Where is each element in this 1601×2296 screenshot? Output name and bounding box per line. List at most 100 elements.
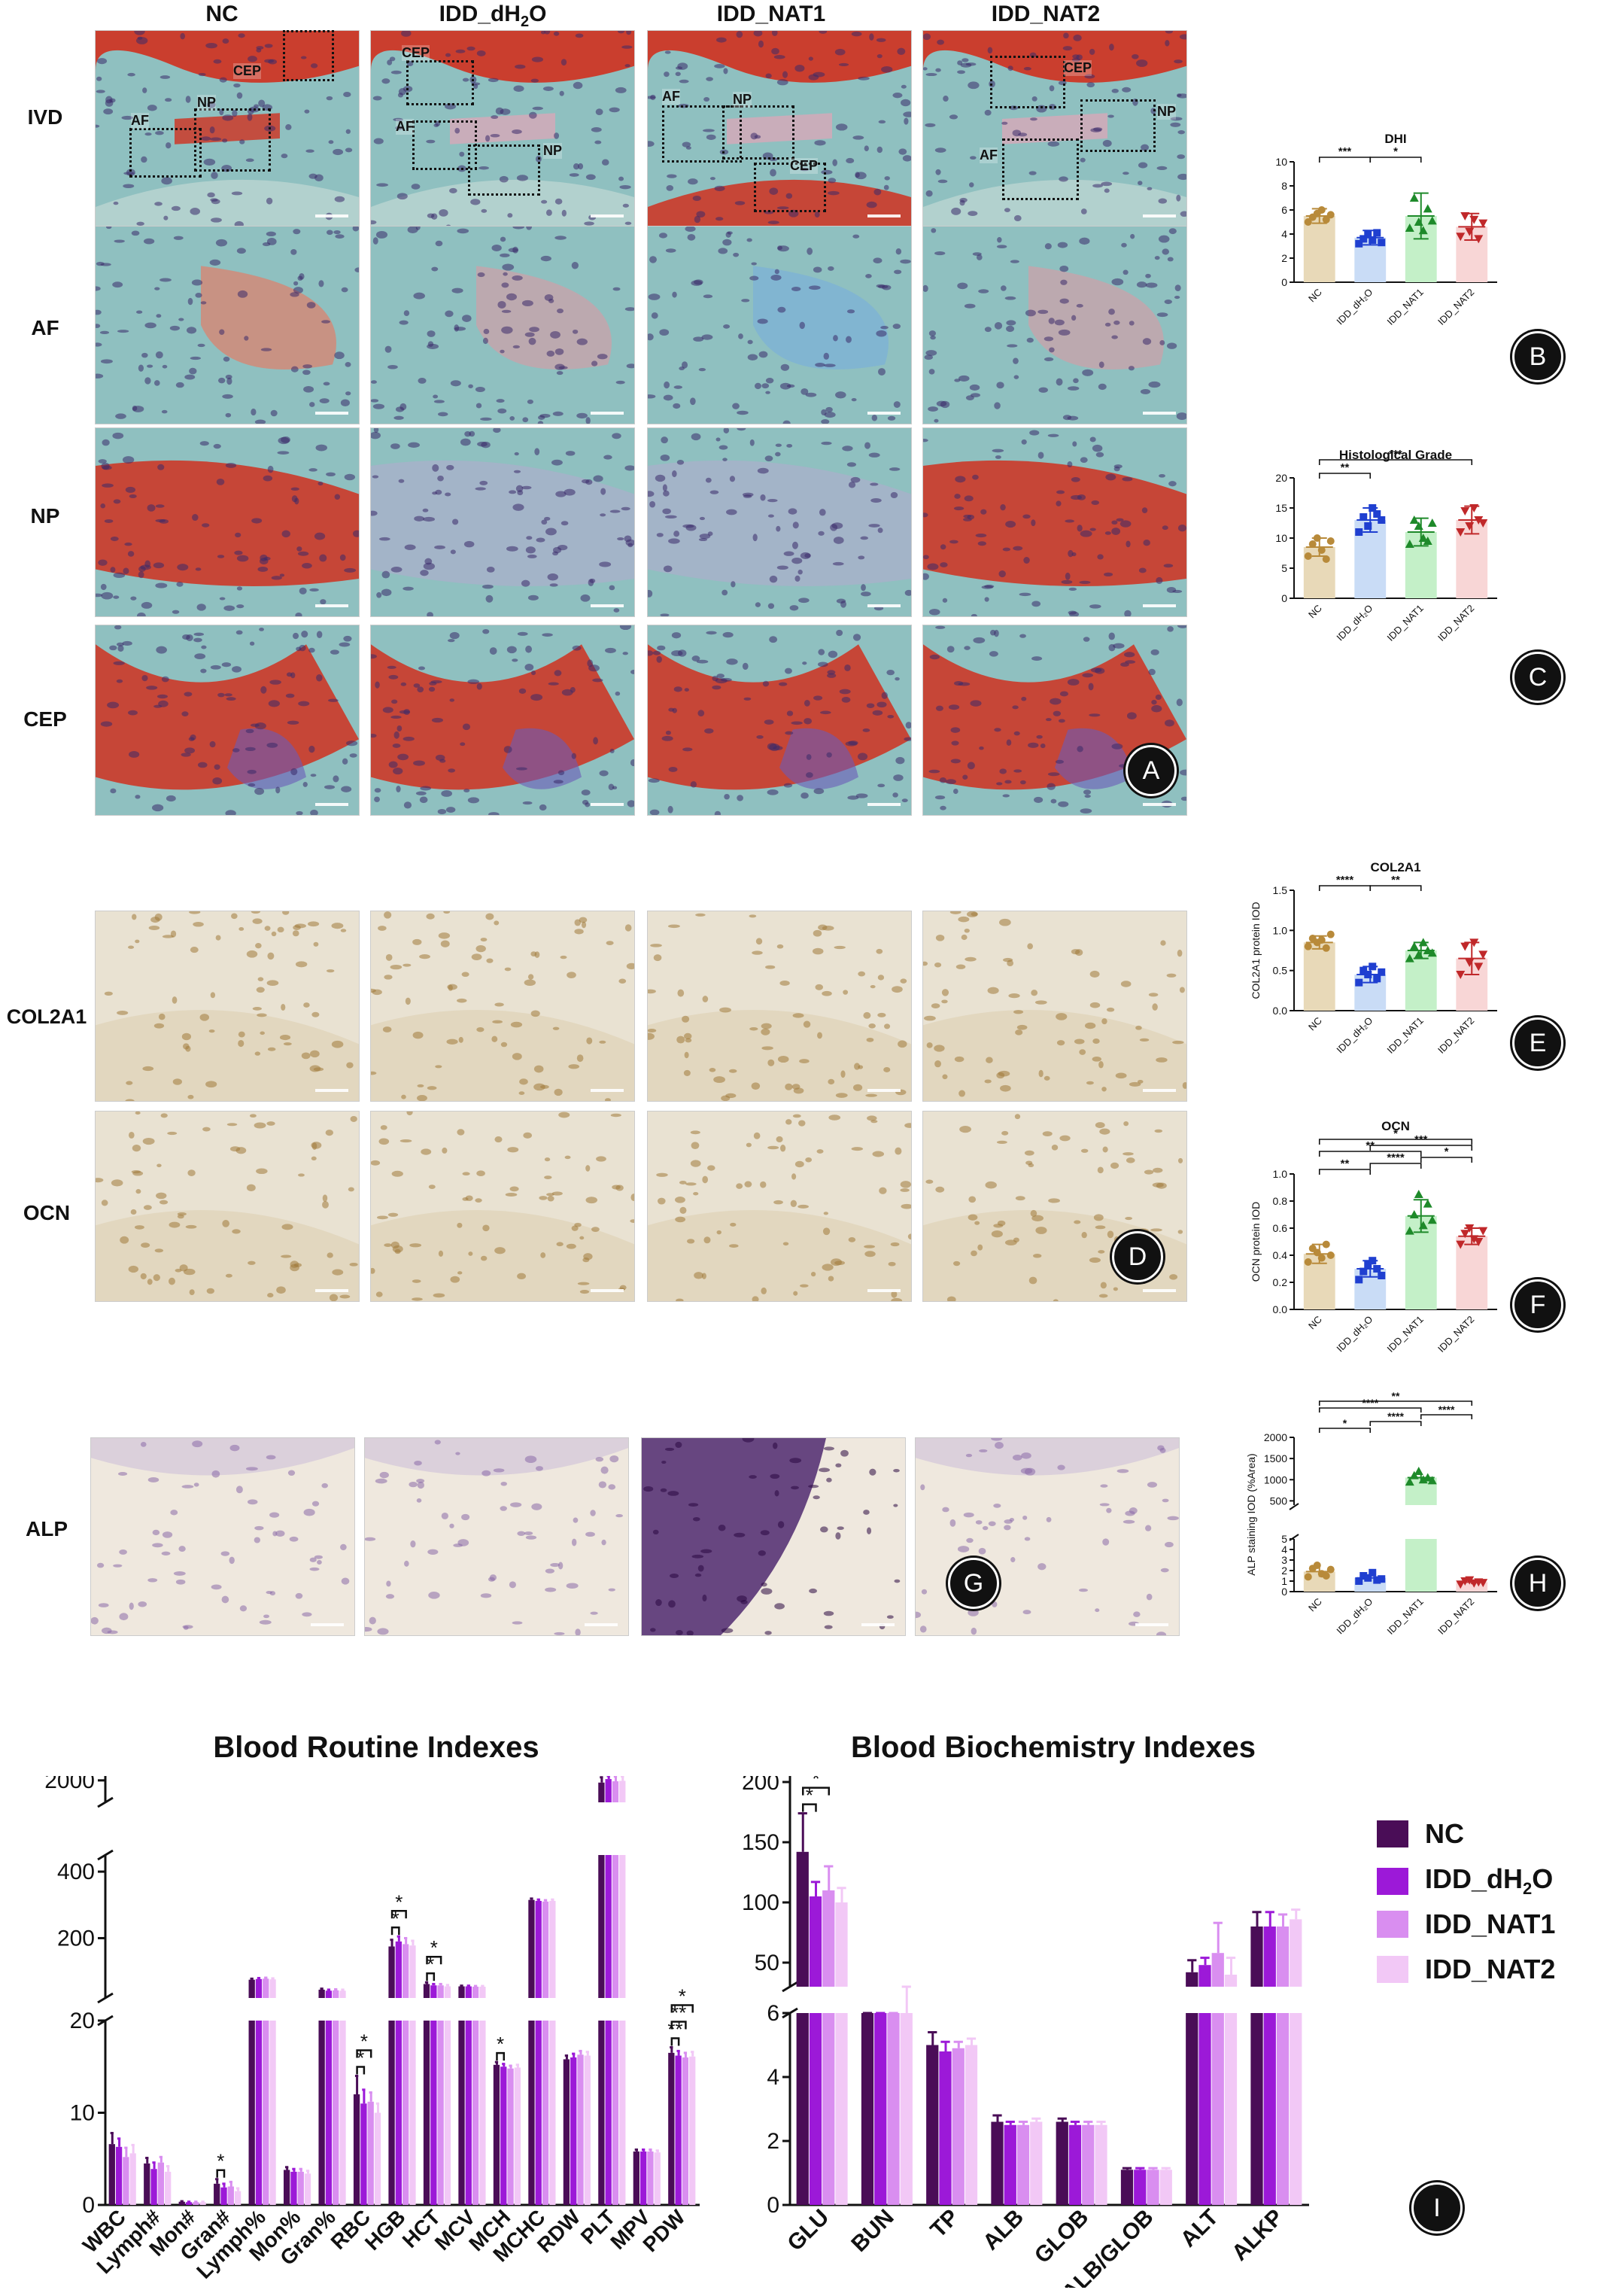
stain-region (91, 1438, 354, 1476)
cell-nucleus (761, 383, 770, 389)
bar (952, 2048, 965, 2205)
cell-nucleus (877, 528, 883, 534)
cell-nucleus (518, 688, 527, 694)
cell-nucleus (113, 595, 120, 599)
cell-nucleus (1006, 320, 1016, 326)
cell-nucleus (180, 32, 186, 40)
cell-nucleus (114, 625, 122, 630)
cell-nucleus (777, 1521, 785, 1528)
stain-region (923, 1210, 1186, 1301)
cell-nucleus (233, 83, 241, 88)
cell-nucleus (1101, 1018, 1107, 1025)
x-tick-label: GLOB (1030, 2205, 1094, 2269)
cell-nucleus (806, 754, 812, 760)
cell-nucleus (1013, 546, 1023, 551)
cell-nucleus (293, 632, 299, 640)
data-point (1313, 1248, 1321, 1257)
legend-item-idd-nat1: IDD_NAT1 (1377, 1908, 1555, 1940)
cell-nucleus (270, 409, 278, 417)
cell-nucleus (257, 977, 264, 981)
cell-nucleus (852, 634, 861, 641)
cell-nucleus (1045, 718, 1052, 722)
cell-nucleus (715, 437, 721, 442)
cell-nucleus (942, 598, 948, 603)
data-point (1418, 226, 1428, 235)
cell-nucleus (433, 123, 439, 127)
ihc-image-tile (95, 1111, 360, 1302)
cell-nucleus (794, 575, 800, 582)
cell-nucleus (685, 1182, 697, 1186)
cell-nucleus (107, 701, 120, 709)
cell-nucleus (275, 786, 281, 794)
cell-nucleus (1019, 780, 1026, 785)
roi-label-af: AF (131, 113, 149, 129)
cell-nucleus (752, 534, 758, 542)
cell-nucleus (1040, 744, 1046, 749)
cell-nucleus (322, 1194, 328, 1203)
cell-nucleus (342, 758, 348, 765)
cell-nucleus (936, 400, 947, 407)
cell-nucleus (878, 120, 886, 124)
cell-nucleus (900, 1188, 910, 1192)
cell-nucleus (496, 399, 505, 403)
cell-nucleus (124, 542, 132, 546)
cell-nucleus (609, 509, 621, 513)
cell-nucleus (846, 309, 855, 314)
stain-region (96, 179, 359, 227)
cell-nucleus (1121, 242, 1127, 248)
cell-nucleus (403, 310, 410, 317)
cell-nucleus (260, 1031, 266, 1035)
cell-nucleus (601, 1539, 606, 1546)
cell-nucleus (1000, 504, 1006, 511)
cell-nucleus (450, 380, 461, 387)
bar (193, 2202, 199, 2205)
cell-nucleus (615, 87, 627, 93)
cell-nucleus (245, 747, 256, 752)
y-tick-label: 400 (57, 1860, 95, 1884)
cell-nucleus (417, 686, 424, 693)
cell-nucleus (215, 239, 228, 247)
cell-nucleus (835, 391, 846, 399)
bar (248, 2021, 255, 2205)
scale-bar (1143, 214, 1176, 217)
cell-nucleus (318, 280, 324, 287)
data-point (1423, 1199, 1432, 1208)
cell-nucleus (167, 1131, 178, 1136)
cell-nucleus (1146, 1593, 1153, 1601)
stain-region (779, 728, 858, 789)
cell-nucleus (257, 566, 269, 572)
y-axis-label: COL2A1 protein IOD (1250, 902, 1262, 999)
cell-nucleus (177, 564, 189, 571)
cell-nucleus (716, 674, 725, 679)
cell-nucleus (954, 1056, 965, 1063)
y-tick-label: 200 (742, 1776, 779, 1795)
cell-nucleus (297, 551, 309, 556)
cell-nucleus (1018, 132, 1028, 137)
data-point (1478, 219, 1488, 228)
cell-nucleus (1179, 34, 1186, 40)
bar (612, 2021, 619, 2205)
cell-nucleus (502, 263, 515, 271)
cell-nucleus (828, 266, 834, 271)
legend-item-idd-dh2o: IDD_dH2O (1377, 1863, 1553, 1899)
bar (472, 2021, 479, 2205)
cell-nucleus (246, 1184, 256, 1192)
cell-nucleus (813, 929, 822, 937)
cell-nucleus (955, 476, 966, 483)
cell-nucleus (317, 1560, 322, 1565)
cell-nucleus (946, 1296, 956, 1301)
cell-nucleus (531, 1503, 542, 1510)
cell-nucleus (649, 809, 660, 815)
cell-nucleus (726, 658, 738, 665)
cell-nucleus (494, 1247, 506, 1254)
cell-nucleus (935, 935, 945, 941)
data-point (1409, 193, 1419, 202)
cell-nucleus (1113, 643, 1125, 649)
cell-nucleus (104, 519, 114, 523)
cell-nucleus (266, 237, 277, 245)
cell-nucleus (891, 1297, 903, 1301)
bar (248, 1979, 255, 1998)
cell-nucleus (427, 612, 433, 616)
significance-label: **** (1336, 874, 1354, 886)
y-tick-label: 2000 (44, 1776, 95, 1793)
